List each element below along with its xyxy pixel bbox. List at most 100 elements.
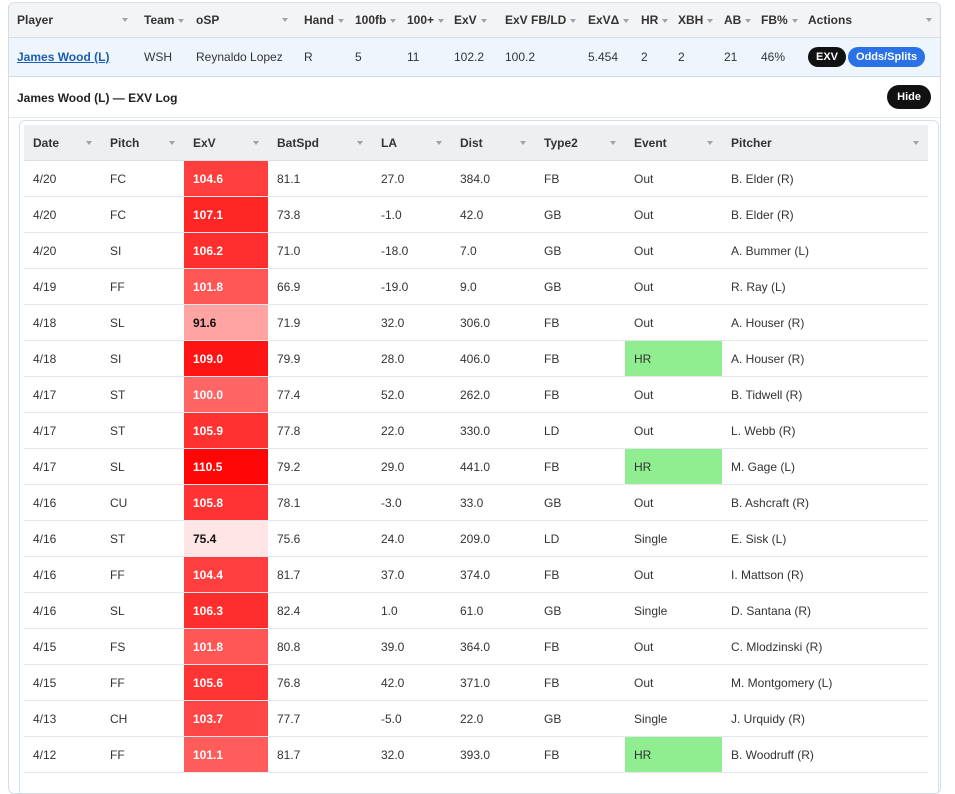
log-cell-type2: FB	[535, 340, 625, 377]
sort-caret-icon[interactable]	[570, 18, 577, 23]
log-cell-pitcher: B. Tidwell (R)	[722, 376, 928, 413]
log-cell-pitch: ST	[101, 376, 184, 413]
log-cell-event: Out	[625, 160, 722, 197]
hide-button[interactable]: Hide	[887, 85, 931, 109]
sort-caret-icon[interactable]	[122, 18, 128, 22]
col-100plus[interactable]: 100+	[399, 3, 446, 38]
col-exv[interactable]: ExV	[446, 3, 497, 38]
col-fb-pct[interactable]: FB%	[753, 3, 800, 38]
sort-caret-icon[interactable]	[707, 18, 714, 23]
sort-caret-icon[interactable]	[791, 18, 798, 23]
log-cell-pitcher: B. Elder (R)	[722, 196, 928, 233]
log-col-pitch[interactable]: Pitch	[101, 125, 184, 161]
log-col-label: Event	[634, 135, 667, 150]
col-player[interactable]: Player	[9, 3, 136, 38]
col-hr[interactable]: HR	[633, 3, 670, 38]
sort-caret-icon[interactable]	[623, 18, 630, 23]
log-cell-date: 4/19	[24, 268, 101, 305]
log-cell-exv: 101.8	[184, 268, 268, 305]
log-cell-event: Single	[625, 592, 722, 629]
log-cell-dist: 9.0	[451, 268, 535, 305]
log-cell-la: 24.0	[372, 520, 451, 557]
log-cell-date: 4/15	[24, 628, 101, 665]
log-cell-event: HR	[625, 448, 722, 485]
log-cell-dist: 42.0	[451, 196, 535, 233]
log-cell-type2: FB	[535, 160, 625, 197]
col-xbh[interactable]: XBH	[670, 3, 716, 38]
exv-log-table: Date Pitch ExV BatSpd LA Dist Type2 Event Pitche…	[24, 125, 928, 773]
log-cell-date: 4/15	[24, 664, 101, 701]
player-panel: Player Team oSP Hand 100fb 100+ ExV ExV …	[8, 2, 941, 794]
sort-caret-icon[interactable]	[86, 141, 92, 145]
sort-caret-icon[interactable]	[390, 18, 397, 23]
log-col-type2[interactable]: Type2	[535, 125, 625, 161]
col-exv-fbld[interactable]: ExV FB/LD	[497, 3, 580, 38]
log-cell-dist: 7.0	[451, 232, 535, 269]
sort-caret-icon[interactable]	[707, 141, 713, 145]
sort-caret-icon[interactable]	[282, 18, 288, 22]
sort-caret-icon[interactable]	[480, 18, 487, 23]
col-100fb[interactable]: 100fb	[347, 3, 399, 38]
log-col-la[interactable]: LA	[372, 125, 451, 161]
sort-caret-icon[interactable]	[357, 141, 363, 145]
log-cell-event: HR	[625, 736, 722, 773]
players-table: Player Team oSP Hand 100fb 100+ ExV ExV …	[9, 3, 940, 77]
col-osp[interactable]: oSP	[188, 3, 296, 38]
hr-cell: 2	[633, 37, 670, 77]
log-col-dist[interactable]: Dist	[451, 125, 535, 161]
log-cell-la: -5.0	[372, 700, 451, 737]
sort-caret-icon[interactable]	[745, 18, 752, 23]
log-cell-la: 52.0	[372, 376, 451, 413]
fb100-cell: 5	[347, 37, 399, 77]
sort-caret-icon[interactable]	[926, 18, 932, 22]
log-row: 4/20 FC 107.1 73.8 -1.0 42.0 GB Out B. Elder (R)	[24, 196, 928, 233]
col-exv-delta[interactable]: ExVΔ	[580, 3, 633, 38]
sort-caret-icon[interactable]	[520, 141, 526, 145]
log-cell-dist: 262.0	[451, 376, 535, 413]
col-actions[interactable]: Actions	[800, 3, 940, 38]
col-hand[interactable]: Hand	[296, 3, 347, 38]
log-col-date[interactable]: Date	[24, 125, 101, 161]
log-cell-pitcher: C. Mlodzinski (R)	[722, 628, 928, 665]
exv-fbld-cell: 100.2	[497, 37, 580, 77]
log-cell-exv: 106.2	[184, 232, 268, 269]
col-ab[interactable]: AB	[716, 3, 753, 38]
hand-cell: R	[296, 37, 347, 77]
log-cell-exv: 107.1	[184, 196, 268, 233]
sort-caret-icon[interactable]	[338, 18, 344, 23]
log-cell-batspd: 71.0	[268, 232, 372, 269]
log-row: 4/12 FF 101.1 81.7 32.0 393.0 FB HR B. Woodruff …	[24, 736, 928, 773]
player-row: James Wood (L) WSH Reynaldo Lopez R 5 11…	[9, 37, 940, 77]
log-col-event[interactable]: Event	[625, 125, 722, 161]
sort-caret-icon[interactable]	[436, 141, 442, 145]
log-cell-date: 4/17	[24, 412, 101, 449]
log-cell-date: 4/17	[24, 448, 101, 485]
sort-caret-icon[interactable]	[913, 141, 919, 145]
sort-caret-icon[interactable]	[178, 18, 185, 23]
sort-caret-icon[interactable]	[438, 18, 445, 23]
odds-splits-button[interactable]: Odds/Splits	[848, 47, 926, 67]
player-link[interactable]: James Wood (L)	[17, 50, 110, 64]
log-cell-event: Out	[625, 196, 722, 233]
log-cell-date: 4/20	[24, 160, 101, 197]
sort-caret-icon[interactable]	[169, 141, 175, 145]
log-cell-type2: GB	[535, 232, 625, 269]
sort-caret-icon[interactable]	[253, 141, 259, 145]
log-col-pitcher[interactable]: Pitcher	[722, 125, 928, 161]
log-col-exv[interactable]: ExV	[184, 125, 268, 161]
col-team[interactable]: Team	[136, 3, 188, 38]
exv-button[interactable]: EXV	[808, 47, 847, 67]
sort-caret-icon[interactable]	[610, 141, 616, 145]
log-cell-pitch: FS	[101, 628, 184, 665]
log-cell-exv: 105.9	[184, 412, 268, 449]
log-cell-pitch: ST	[101, 412, 184, 449]
sort-caret-icon[interactable]	[662, 18, 669, 23]
log-cell-type2: FB	[535, 556, 625, 593]
log-cell-exv: 110.5	[184, 448, 268, 485]
log-row: 4/20 SI 106.2 71.0 -18.0 7.0 GB Out A. Bummer (L…	[24, 232, 928, 269]
log-cell-type2: FB	[535, 736, 625, 773]
log-col-batspd[interactable]: BatSpd	[268, 125, 372, 161]
log-cell-dist: 441.0	[451, 448, 535, 485]
players-header-row: Player Team oSP Hand 100fb 100+ ExV ExV …	[9, 3, 940, 38]
log-cell-batspd: 76.8	[268, 664, 372, 701]
